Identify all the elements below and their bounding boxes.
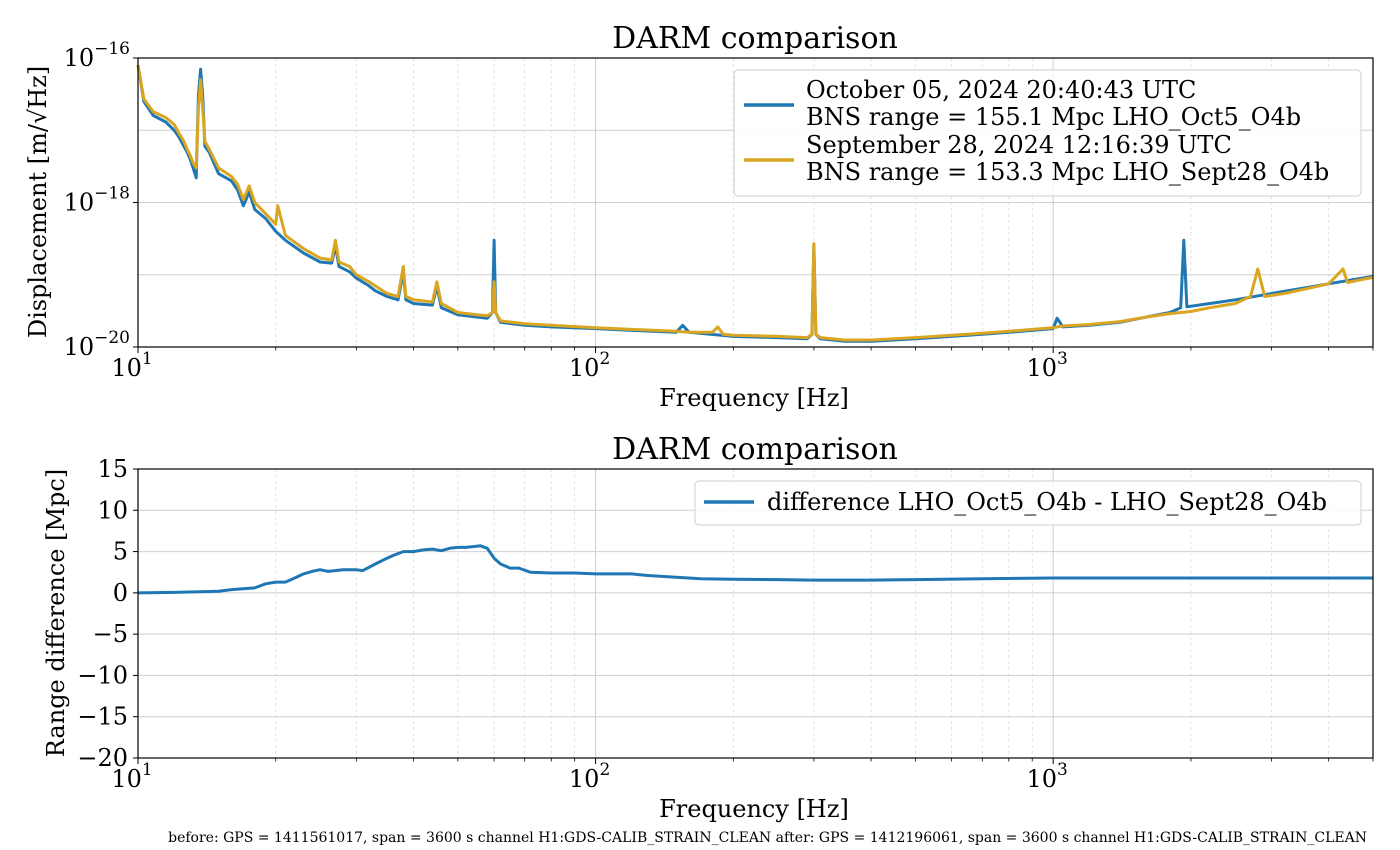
top-y-tick-label: 10−18 (64, 184, 130, 217)
bottom-legend-box (694, 480, 1362, 526)
legend-oct5-line2: BNS range = 155.1 Mpc LHO_Oct5_O4b (806, 103, 1301, 131)
top-y-ticks: 10−16 10−18 10−20 (64, 39, 138, 361)
bottom-chart-title: DARM comparison (612, 432, 898, 467)
legend-difference-label: difference LHO_Oct5_O4b - LHO_Sept28_O4b (767, 488, 1327, 516)
top-y-tick-label: 10−16 (64, 39, 130, 72)
bottom-y-tick-label: 0 (113, 579, 128, 607)
bottom-y-tick-label: −10 (77, 661, 128, 689)
top-legend: October 05, 2024 20:40:43 UTC BNS range … (733, 69, 1362, 197)
bottom-x-axis-label: Frequency [Hz] (659, 795, 849, 823)
bottom-series-line-0 (137, 544, 1373, 595)
top-series-line-1 (136, 64, 1374, 342)
bottom-y-tick-label: 5 (113, 538, 128, 566)
bottom-y-axis-label: Range difference [Mpc] (42, 469, 70, 757)
footer-note: before: GPS = 1411561017, span = 3600 s … (168, 830, 1367, 846)
top-series-line-0 (136, 64, 1374, 343)
top-legend-box (733, 69, 1362, 197)
legend-oct5-line1: October 05, 2024 20:40:43 UTC (806, 76, 1196, 104)
bottom-x-tick-label: 103 (1026, 760, 1067, 793)
bottom-x-tick-label: 102 (569, 760, 610, 793)
bottom-y-tick-label: −5 (93, 620, 128, 648)
top-y-axis-label: Displacement [m/√Hz] (24, 66, 52, 338)
bottom-y-tick-label: 15 (97, 455, 128, 483)
top-x-axis-label: Frequency [Hz] (659, 384, 849, 412)
bottom-x-tick-label: 101 (111, 760, 152, 793)
top-x-tick-label: 101 (111, 349, 152, 382)
top-x-tick-label: 103 (1026, 349, 1067, 382)
bottom-y-tick-label: 10 (97, 496, 128, 524)
bottom-legend: difference LHO_Oct5_O4b - LHO_Sept28_O4b (694, 480, 1362, 526)
bottom-y-tick-label: −20 (77, 744, 128, 772)
top-x-ticks: 101 102 103 (111, 347, 1374, 382)
top-chart-title: DARM comparison (612, 21, 898, 56)
bottom-y-tick-label: −15 (77, 703, 128, 731)
top-y-tick-label: 10−20 (64, 328, 130, 361)
top-plot-area (136, 64, 1374, 343)
top-x-tick-label: 102 (569, 349, 610, 382)
bottom-y-ticks: 15 10 5 0 −5 −10 −15 −20 (77, 455, 138, 772)
legend-sept28-line1: September 28, 2024 12:16:39 UTC (806, 131, 1232, 159)
bottom-panel: DARM comparison 15 10 5 0 −5 −10 −15 −20 101 102… (42, 432, 1374, 823)
bottom-plot-area (137, 544, 1373, 595)
bottom-axes-frame (137, 468, 1374, 759)
legend-sept28-line2: BNS range = 153.3 Mpc LHO_Sept28_O4b (806, 158, 1329, 186)
bottom-x-ticks: 101 102 103 (111, 758, 1374, 793)
